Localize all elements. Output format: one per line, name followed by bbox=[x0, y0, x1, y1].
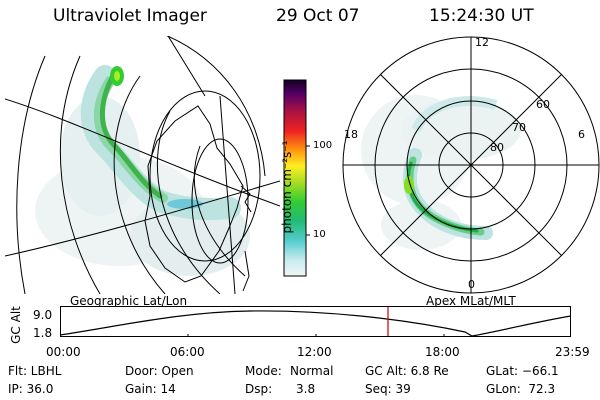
status-dsp-label: Dsp: bbox=[245, 382, 273, 396]
colorbar-tick-10: 10 bbox=[313, 229, 326, 240]
mlt-label-18: 18 bbox=[344, 128, 358, 141]
status-filter: Flt: LBHL bbox=[8, 364, 62, 378]
altitude-xtick-1800: 18:00 bbox=[425, 345, 460, 359]
date-label: 29 Oct 07 bbox=[276, 6, 360, 26]
mlt-label-12: 12 bbox=[475, 36, 489, 49]
altitude-ytick-max: 9.0 bbox=[33, 308, 53, 322]
mlt-label-0: 0 bbox=[468, 278, 475, 291]
status-gc-alt: GC Alt: 6.8 Re bbox=[365, 364, 449, 378]
instrument-title: Ultraviolet Imager bbox=[53, 6, 207, 26]
altitude-xtick-0600: 06:00 bbox=[170, 345, 205, 359]
mlat-label-70: 70 bbox=[512, 121, 526, 134]
colorbar-tick-100: 100 bbox=[313, 140, 333, 151]
status-door: Door: Open bbox=[125, 364, 194, 378]
status-seq: Seq: 39 bbox=[365, 382, 411, 396]
polar-plot bbox=[342, 36, 600, 294]
altitude-ylabel: GC Alt bbox=[9, 306, 23, 344]
colorbar-unit-label: photon cm⁻²s⁻¹ bbox=[280, 140, 294, 234]
altitude-xtick-1200: 12:00 bbox=[297, 345, 332, 359]
altitude-plot bbox=[59, 306, 572, 337]
color-bar bbox=[283, 79, 310, 277]
status-mode-label: Mode: bbox=[245, 364, 282, 378]
status-glat: GLat: −66.1 bbox=[486, 364, 559, 378]
status-glon: GLon: 72.3 bbox=[486, 382, 556, 396]
altitude-xtick-0000: 00:00 bbox=[46, 345, 81, 359]
mlt-label-6: 6 bbox=[578, 128, 585, 141]
status-dsp-value: 3.8 bbox=[296, 382, 316, 396]
status-ip: IP: 36.0 bbox=[8, 382, 54, 396]
right-panel-caption: Apex MLat/MLT bbox=[426, 294, 516, 308]
altitude-xtick-2359: 23:59 bbox=[555, 345, 590, 359]
geographic-map bbox=[5, 36, 280, 294]
altitude-ytick-min: 1.8 bbox=[33, 326, 53, 340]
time-label: 15:24:30 UT bbox=[429, 6, 534, 26]
mlat-label-60: 60 bbox=[536, 98, 550, 111]
left-panel-caption: Geographic Lat/Lon bbox=[70, 294, 188, 308]
status-gain: Gain: 14 bbox=[125, 382, 176, 396]
status-mode-value: Normal bbox=[290, 364, 334, 378]
mlat-label-80: 80 bbox=[490, 141, 504, 154]
